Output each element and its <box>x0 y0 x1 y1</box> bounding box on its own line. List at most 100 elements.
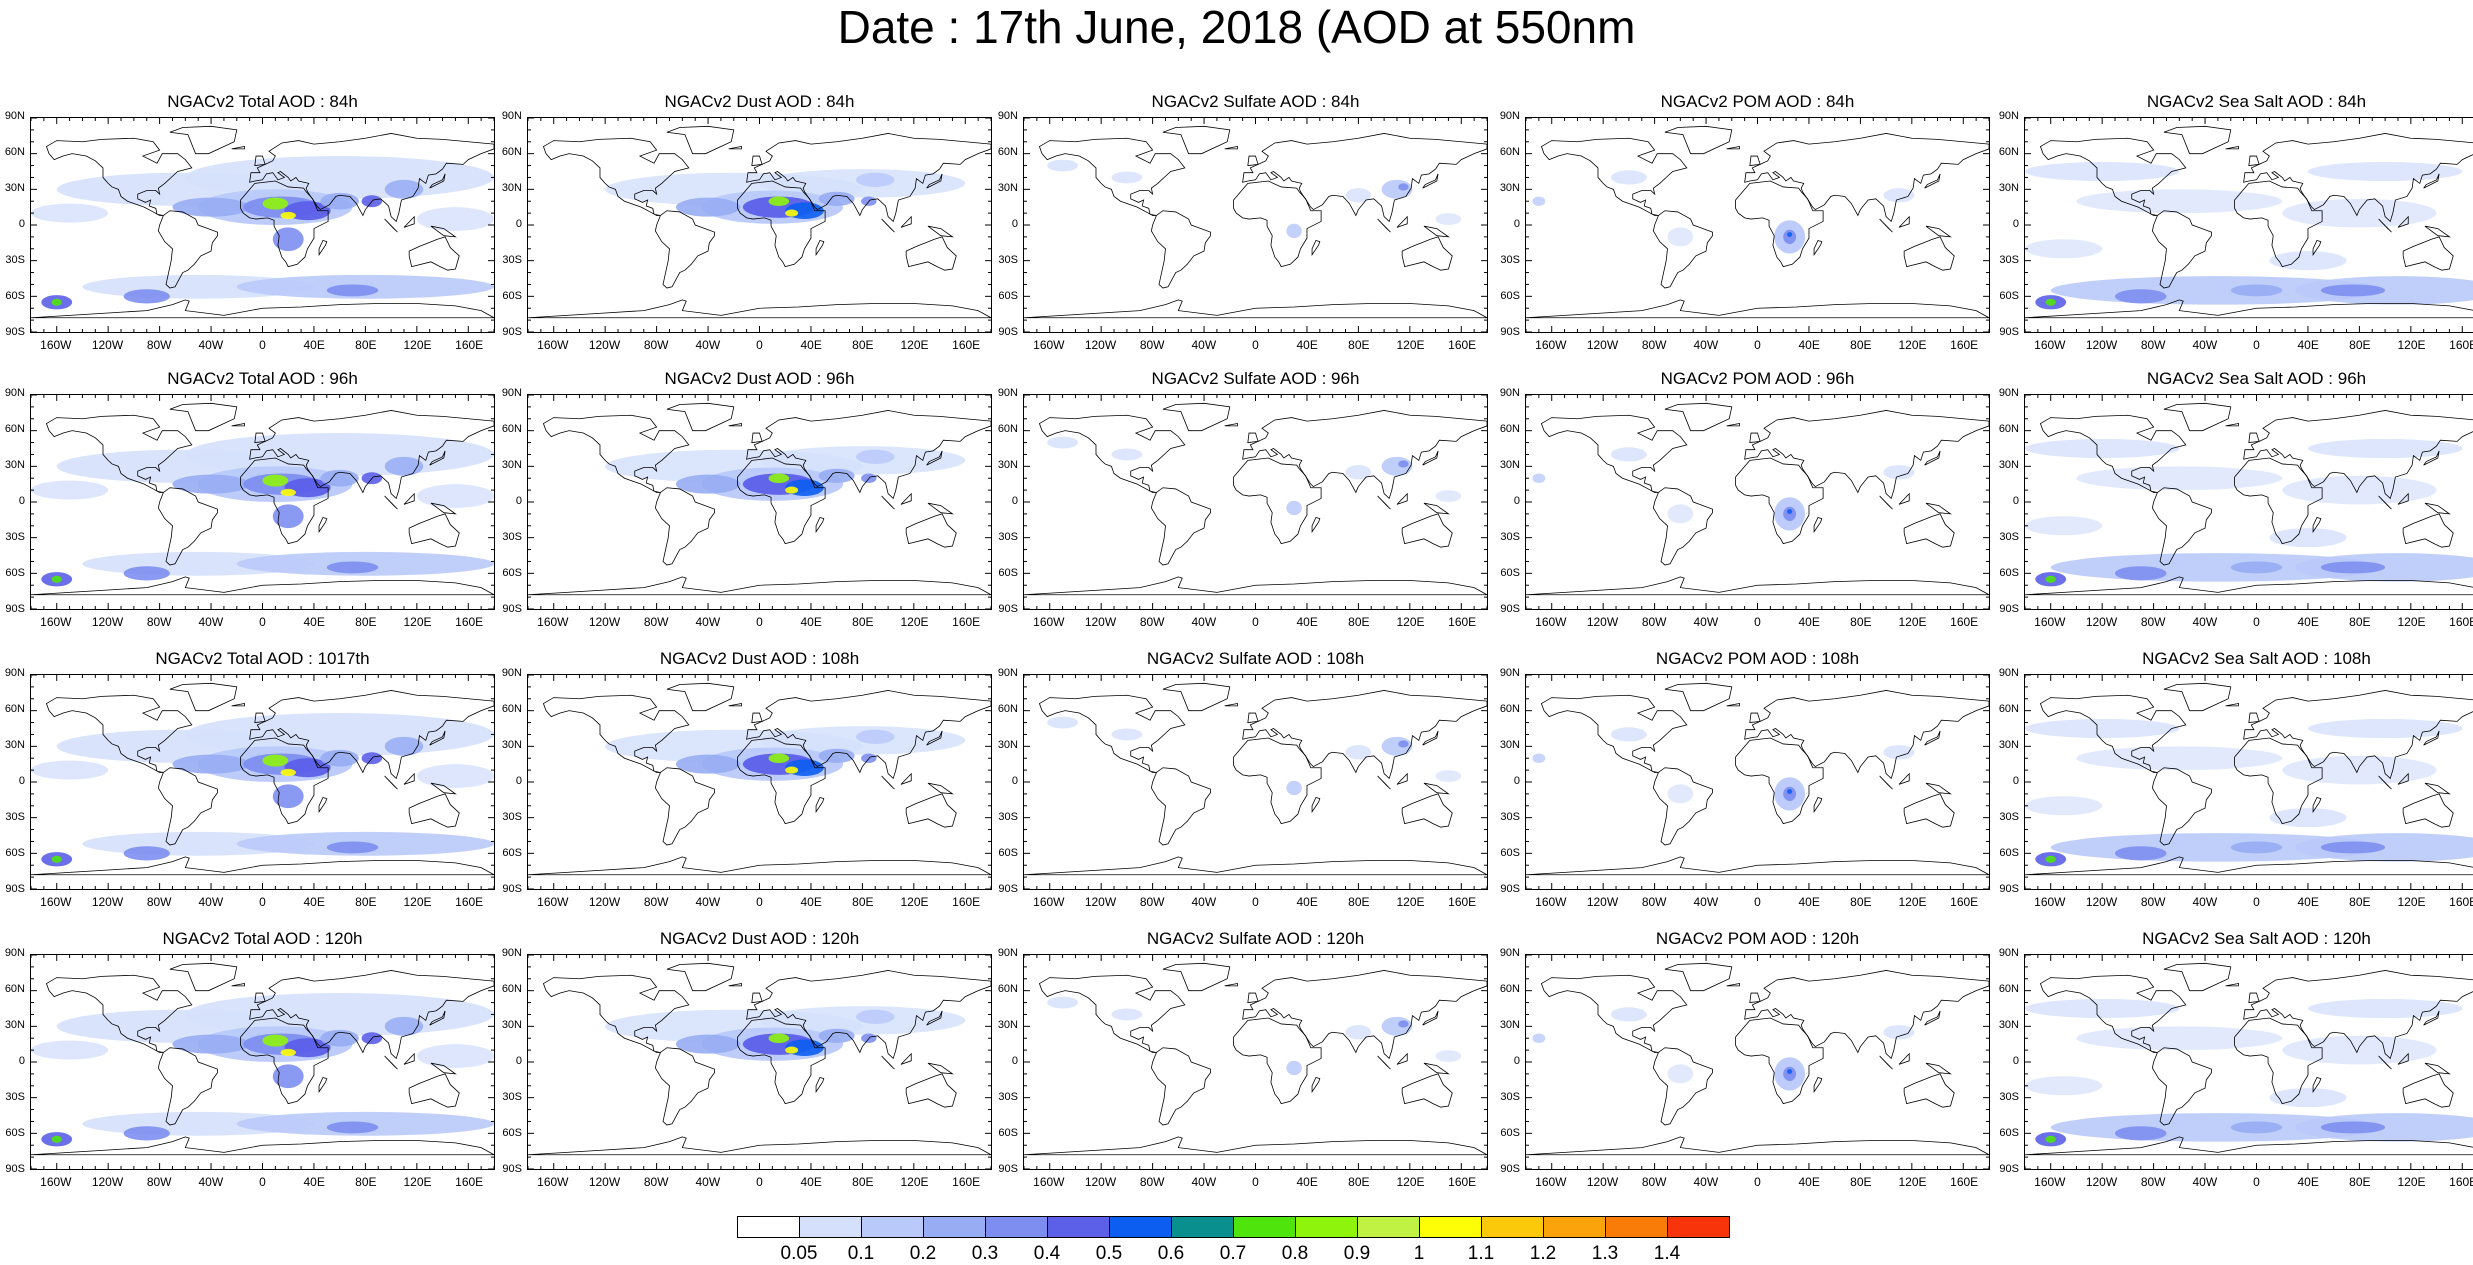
aod-plume <box>1435 770 1462 782</box>
coastline <box>666 402 735 432</box>
lon-tick-label: 160W <box>1033 338 1065 352</box>
aod-plume <box>1286 780 1302 796</box>
aod-plume <box>2076 746 2283 771</box>
coastline <box>2225 703 2239 707</box>
lat-tick-label: 30N <box>997 739 1018 751</box>
coastline <box>2234 457 2323 545</box>
coastline <box>2039 414 2187 493</box>
lon-tick-label: 120E <box>900 1175 929 1189</box>
aod-plume <box>1883 465 1915 480</box>
lat-tick-label: 0 <box>515 495 522 507</box>
aod-plume <box>1398 740 1409 748</box>
colorbar-cell <box>737 1216 800 1238</box>
map-panel-dust-row-2: NGACv2 Dust AOD : 96h 90N 60N 30N 0 30S 60S 90S… <box>502 369 992 659</box>
coastline <box>926 1010 943 1026</box>
lon-tick-label: 160W <box>537 1175 569 1189</box>
map-plot-area <box>1525 117 1990 333</box>
coastline <box>1903 1073 1955 1108</box>
aod-plume <box>2230 841 2283 854</box>
aod-field-map <box>1024 675 1487 889</box>
coastline <box>1024 576 1487 596</box>
coastline <box>654 210 715 289</box>
coastline <box>45 974 193 1053</box>
coastline <box>815 1076 825 1094</box>
aod-plume <box>2025 998 2180 1019</box>
coastline <box>1224 423 1238 427</box>
coastline <box>751 712 763 724</box>
lon-tick-label: 160E <box>952 895 981 909</box>
lon-tick-label: 40E <box>303 338 325 352</box>
lat-tick-label: 30S <box>998 531 1018 543</box>
panel-title: NGACv2 Sea Salt AOD : 96h <box>2146 369 2367 388</box>
coastline <box>2243 133 2473 223</box>
colorbar-label: 1 <box>1413 1243 1425 1264</box>
coastline <box>1423 1062 1450 1075</box>
coastline <box>1898 772 1910 785</box>
aod-plume <box>185 156 494 199</box>
colorbar-label: 0.7 <box>1219 1243 1247 1264</box>
coastline <box>2225 146 2239 150</box>
coastline <box>1749 992 1761 1004</box>
lat-tick-label: 60S <box>1999 847 2019 859</box>
coastline <box>1024 856 1487 876</box>
aod-plume <box>2025 239 2103 259</box>
aod-plume <box>1783 1066 1797 1082</box>
lat-tick-label: 90S <box>1500 883 1520 895</box>
lon-tick-label: 80W <box>1139 615 1165 629</box>
lat-tick-label: 0 <box>2012 218 2019 230</box>
map-panel-pom-row-4: NGACv2 POM AOD : 120h 90N 60N 30N 0 30S 60S 90S… <box>1500 929 1990 1219</box>
lat-tick-label: 90N <box>1499 947 1520 959</box>
coastline <box>2025 856 2473 876</box>
lat-tick-label: 90N <box>997 110 1018 122</box>
lon-tick-label: 80E <box>355 895 377 909</box>
lat-tick-label: 30S <box>998 1091 1018 1103</box>
aod-plume <box>1047 436 1079 449</box>
coastline <box>169 962 238 992</box>
coastline <box>169 682 238 712</box>
coastline <box>240 1017 329 1105</box>
coastline <box>2378 775 2392 790</box>
map-plot-area <box>1525 674 1990 890</box>
lat-tick-label: 90S <box>502 326 522 338</box>
aod-plume <box>1532 753 1546 763</box>
lon-tick-label: 160E <box>952 338 981 352</box>
lat-tick-label: 60S <box>5 290 25 302</box>
lon-tick-label: 80E <box>1850 338 1872 352</box>
coastline <box>231 146 245 150</box>
aod-plume <box>2115 289 2167 304</box>
aod-field-map <box>1526 395 1989 609</box>
coastline <box>1038 414 1186 493</box>
lat-tick-label: 30N <box>501 739 522 751</box>
lat-tick-label: 90S <box>1500 326 1520 338</box>
lat-tick-label: 30S <box>1999 254 2019 266</box>
coastline <box>1925 782 1952 795</box>
coastline <box>2151 487 2212 566</box>
coastline <box>1422 730 1439 746</box>
coastline <box>1813 516 1823 534</box>
coastline <box>1401 513 1453 548</box>
aod-plume <box>2320 1121 2386 1134</box>
aod-plume <box>1610 170 1647 185</box>
aod-plume <box>1787 232 1793 237</box>
aod-plume <box>1435 490 1462 502</box>
coastline <box>1813 796 1823 814</box>
lat-tick-label: 60N <box>1998 703 2019 715</box>
panel-title: NGACv2 POM AOD : 84h <box>1660 92 1855 111</box>
map-plot-area <box>2024 117 2473 333</box>
coastline <box>2163 125 2232 155</box>
panel-title: NGACv2 Sea Salt AOD : 84h <box>2146 92 2367 111</box>
lon-tick-label: 120W <box>2085 895 2118 909</box>
lon-tick-label: 160W <box>40 338 72 352</box>
aod-plume <box>2230 284 2283 297</box>
lon-tick-label: 160W <box>1033 895 1065 909</box>
aod-plume <box>31 760 109 780</box>
coastline <box>751 432 763 444</box>
lon-tick-label: 0 <box>259 615 266 629</box>
aod-plume <box>320 192 359 210</box>
coastline <box>1377 495 1391 510</box>
coastline <box>1924 730 1941 746</box>
coastline <box>1726 703 1740 707</box>
aod-plume <box>172 197 250 217</box>
lon-tick-label: 120W <box>1586 1175 1619 1189</box>
coastline <box>1744 970 1989 1060</box>
